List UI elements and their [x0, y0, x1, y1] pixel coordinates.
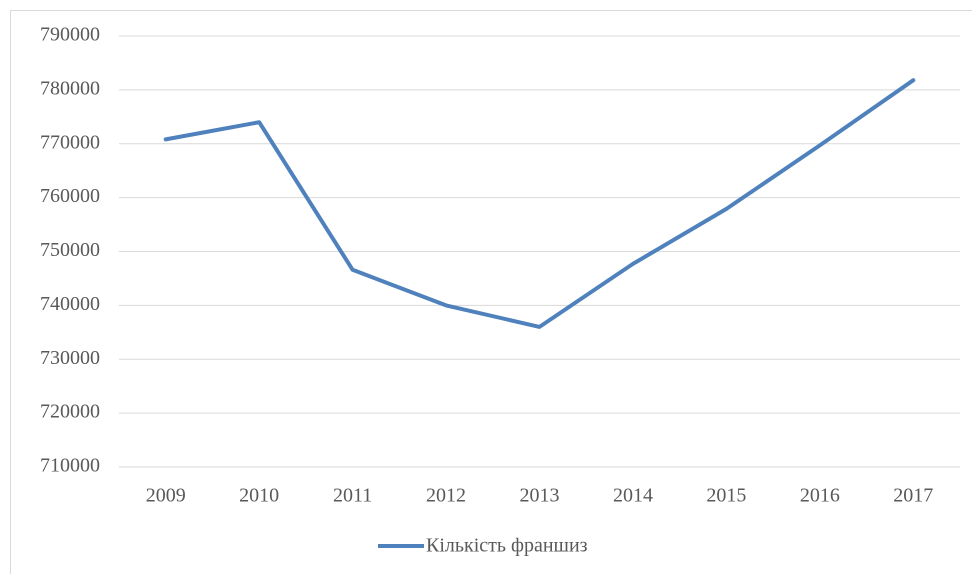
y-tick-label: 790000 — [40, 24, 100, 46]
y-tick-label: 750000 — [40, 239, 100, 261]
x-tick-label: 2011 — [333, 485, 372, 507]
x-tick-label: 2013 — [520, 485, 560, 507]
legend-label: Кількість франшиз — [426, 535, 588, 557]
x-tick-label: 2016 — [800, 485, 840, 507]
y-tick-label: 730000 — [40, 347, 100, 369]
y-tick-label: 770000 — [40, 131, 100, 153]
x-tick-label: 2017 — [893, 485, 933, 507]
y-tick-label: 760000 — [40, 185, 100, 207]
y-tick-label: 720000 — [40, 401, 100, 423]
x-tick-label: 2015 — [706, 485, 746, 507]
x-tick-label: 2012 — [426, 485, 466, 507]
x-tick-label: 2009 — [146, 485, 186, 507]
y-tick-label: 780000 — [40, 77, 100, 99]
y-tick-label: 740000 — [40, 293, 100, 315]
x-tick-label: 2010 — [239, 485, 279, 507]
data-line — [163, 78, 916, 329]
x-tick-label: 2014 — [613, 485, 653, 507]
y-tick-label: 710000 — [40, 455, 100, 477]
chart-border — [10, 10, 972, 574]
